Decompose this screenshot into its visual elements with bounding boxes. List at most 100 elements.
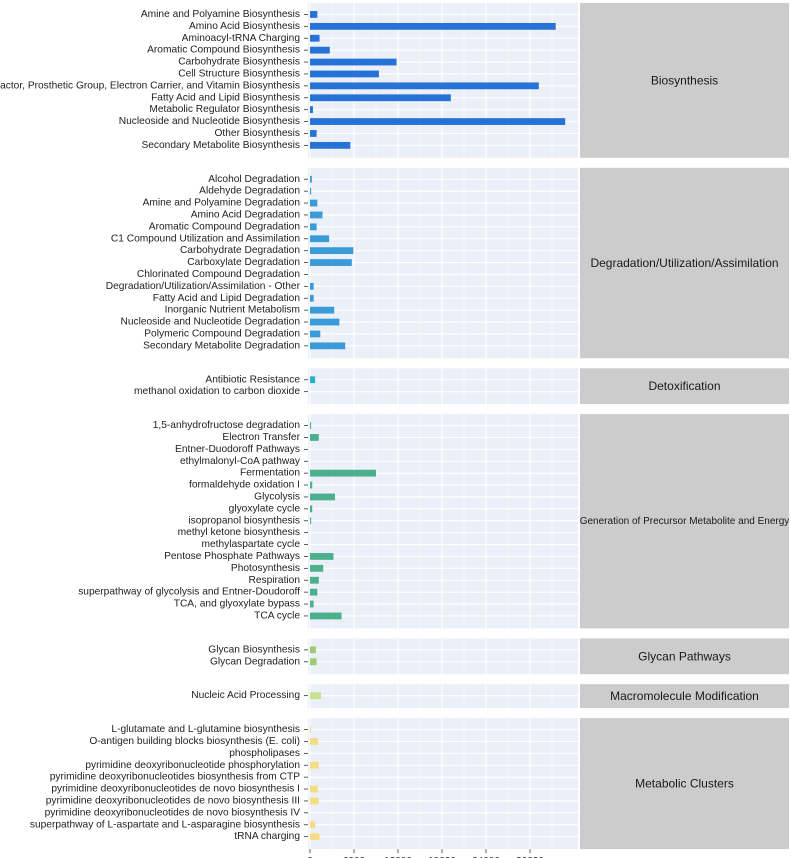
bar <box>310 82 539 90</box>
bar <box>310 434 319 441</box>
category-label: Amine and Polyamine Biosynthesis <box>141 9 300 20</box>
bar <box>310 833 320 841</box>
bar <box>310 330 321 338</box>
category-label: superpathway of L-aspartate and L-aspara… <box>30 819 300 830</box>
bar <box>310 199 318 207</box>
category-label: TCA, and glyoxylate bypass <box>174 599 300 610</box>
bar <box>310 223 317 231</box>
x-tick-label: 12000 <box>384 856 412 858</box>
bar <box>310 588 318 596</box>
bar <box>310 738 319 745</box>
category-label: Secondary Metabolite Degradation <box>143 340 300 351</box>
category-label: superpathway of glycolysis and Entner-Do… <box>78 587 300 598</box>
category-label: 1,5-anhydrofructose degradation <box>153 420 300 431</box>
category-label: Nucleoside and Nucleotide Biosynthesis <box>119 116 300 127</box>
category-label: Chlorinated Compound Degradation <box>137 269 300 280</box>
bar <box>310 576 319 584</box>
x-tick-label: 24000 <box>472 856 500 858</box>
bar <box>310 118 566 125</box>
bar <box>310 141 351 149</box>
facet-label: Glycan Pathways <box>638 649 731 663</box>
bar <box>310 517 312 525</box>
category-label: Aromatic Compound Degradation <box>149 221 300 232</box>
facet-label: Macromolecule Modification <box>610 689 759 703</box>
category-label: Respiration <box>248 575 300 586</box>
bar <box>310 469 376 477</box>
bar <box>310 481 313 489</box>
bar <box>310 70 379 78</box>
facet-panel <box>308 368 578 405</box>
category-label: pyrimidine deoxyribonucleotides de novo … <box>45 807 301 818</box>
category-label: Glycan Biosynthesis <box>208 644 300 655</box>
bar <box>310 11 318 18</box>
category-label: pyrimidine deoxyribonucleotides de novo … <box>46 795 300 806</box>
category-label: Secondary Metabolite Biosynthesis <box>141 140 300 151</box>
bar <box>310 692 321 700</box>
x-tick-label: 30000 <box>516 856 544 858</box>
category-label: Inorganic Nutrient Metabolism <box>165 305 300 316</box>
x-tick-label: 18000 <box>428 856 456 858</box>
category-label: pyrimidine deoxyribonucleotides biosynth… <box>50 772 300 783</box>
facet-strip <box>580 167 789 359</box>
category-label: Alcohol Degradation <box>208 174 300 185</box>
bar <box>310 553 334 560</box>
bar <box>310 235 330 243</box>
category-label: pyrimidine deoxyribonucleotides de novo … <box>51 784 300 795</box>
category-label: C1 Compound Utilization and Assimilation <box>111 233 300 244</box>
bar <box>310 259 352 266</box>
category-label: methanol oxidation to carbon dioxide <box>134 386 300 397</box>
bar <box>310 785 319 793</box>
category-label: Cofactor, Prosthetic Group, Electron Car… <box>0 80 300 91</box>
bar <box>310 493 335 501</box>
bar <box>310 22 556 30</box>
category-label: Entner-Duodoroff Pathways <box>175 444 300 455</box>
category-label: Antibiotic Resistance <box>205 374 300 385</box>
bar <box>310 106 313 114</box>
category-label: formaldehyde oxidation I <box>189 480 300 491</box>
category-label: Fermentation <box>240 468 300 479</box>
category-label: Polymeric Compound Degradation <box>144 328 300 339</box>
category-label: isopropanol biosynthesis <box>188 515 300 526</box>
bar <box>310 821 316 829</box>
bar <box>310 600 314 608</box>
category-label: Metabolic Regulator Biosynthesis <box>149 104 300 115</box>
bar <box>310 34 320 42</box>
category-label: TCA cycle <box>254 610 300 621</box>
facet-strip <box>580 3 789 158</box>
category-label: pyrimidine deoxyribonucleotide phosphory… <box>85 760 300 771</box>
bar <box>310 187 312 195</box>
bar <box>310 422 312 429</box>
category-label: Carbohydrate Biosynthesis <box>178 57 300 68</box>
facet-label: Detoxification <box>648 379 720 393</box>
category-label: Photosynthesis <box>231 563 300 574</box>
category-label: Aldehyde Degradation <box>199 186 300 197</box>
category-label: ethylmalonyl-CoA pathway <box>180 456 301 467</box>
bar <box>310 58 397 66</box>
category-label: Other Biosynthesis <box>215 128 301 139</box>
bar <box>310 797 319 805</box>
bar <box>310 282 314 290</box>
bar <box>310 294 314 302</box>
category-label: Glycan Degradation <box>210 656 300 667</box>
category-label: Fatty Acid and Lipid Degradation <box>153 293 300 304</box>
facet-label: Biosynthesis <box>651 73 718 87</box>
category-label: L-glutamate and L-glutamine biosynthesis <box>111 724 300 735</box>
bar <box>310 211 323 219</box>
bar <box>310 726 312 733</box>
category-label: Carboxylate Degradation <box>187 257 300 268</box>
category-label: tRNA charging <box>234 831 300 842</box>
category-label: Nucleic Acid Processing <box>191 690 300 701</box>
category-label: methylaspartate cycle <box>201 539 300 550</box>
category-label: Nucleoside and Nucleotide Degradation <box>120 317 300 328</box>
category-label: O-antigen building blocks biosynthesis (… <box>89 736 300 747</box>
category-label: methyl ketone biosynthesis <box>178 527 300 538</box>
category-label: Cell Structure Biosynthesis <box>178 68 300 79</box>
bar <box>310 175 312 183</box>
bar <box>310 376 316 384</box>
bar <box>310 318 340 326</box>
facet-strip <box>580 414 789 629</box>
category-label: Pentose Phosphate Pathways <box>164 551 300 562</box>
facet-label: Metabolic Clusters <box>635 777 734 791</box>
category-label: glyoxylate cycle <box>229 503 301 514</box>
bar <box>310 761 319 769</box>
